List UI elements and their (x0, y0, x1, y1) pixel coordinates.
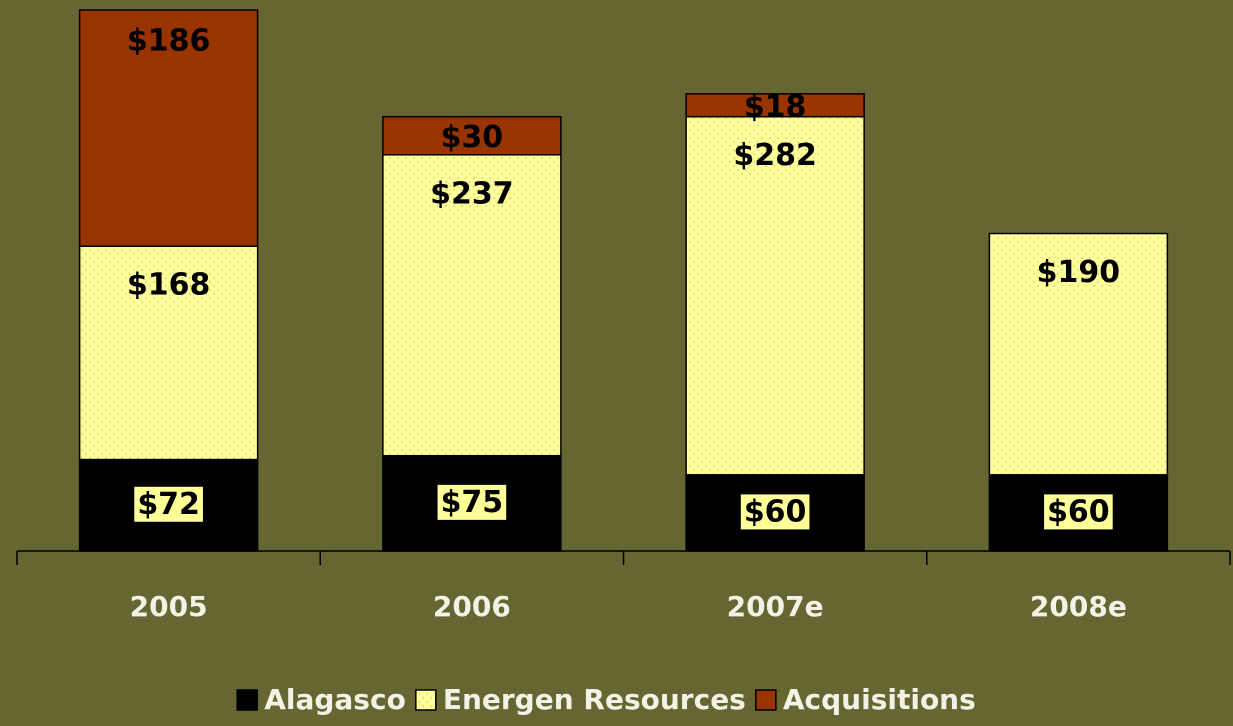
legend: Alagasco Energen Resources Acquisitions (236, 683, 976, 716)
legend-label: Energen Resources (443, 683, 746, 716)
value-label: $30 (441, 120, 504, 155)
legend-label: Alagasco (264, 683, 406, 716)
value-label: $18 (744, 90, 807, 125)
bar-segment (685, 115, 865, 476)
legend-swatch (236, 689, 258, 711)
value-label: $186 (127, 24, 211, 59)
value-label: $282 (733, 138, 817, 173)
value-label-bg (437, 484, 507, 520)
bar-segment (78, 9, 259, 247)
bar-segment (685, 93, 865, 118)
value-label: $75 (441, 485, 504, 520)
value-label-bg (740, 494, 810, 530)
x-tick-label: 2008e (1030, 590, 1127, 623)
x-tick-label: 2007e (727, 590, 824, 623)
value-label: $72 (137, 487, 200, 522)
value-label: $60 (1047, 494, 1110, 529)
bar-segment (988, 232, 1169, 476)
value-label-bg (134, 486, 203, 522)
value-label: $60 (744, 494, 807, 529)
value-label: $168 (127, 268, 211, 303)
legend-swatch (415, 689, 437, 711)
x-tick-label: 2005 (130, 590, 208, 623)
bar-segment (382, 115, 562, 156)
value-label: $237 (430, 176, 514, 211)
value-label: $190 (1037, 255, 1121, 290)
bar-segment (382, 154, 562, 457)
legend-swatch (755, 689, 777, 711)
x-tick-label: 2006 (433, 590, 511, 623)
value-label-bg (1044, 494, 1113, 530)
legend-label: Acquisitions (783, 683, 976, 716)
